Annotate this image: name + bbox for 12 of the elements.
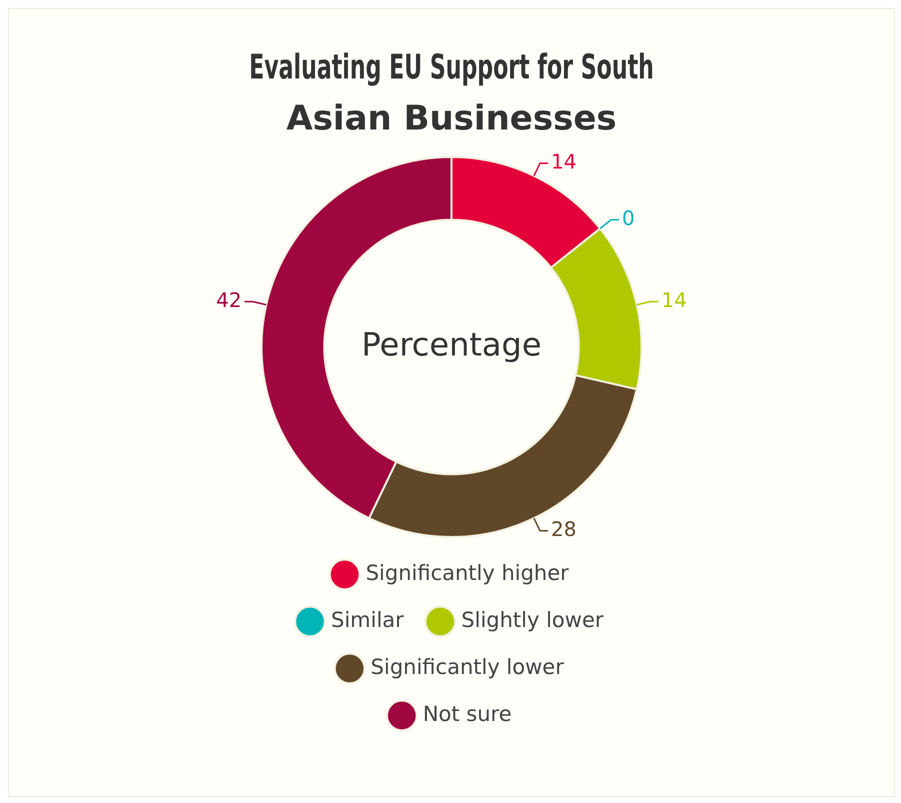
data-label: 14 bbox=[661, 288, 687, 312]
data-label: 14 bbox=[551, 149, 576, 174]
text: Percentage bbox=[361, 325, 542, 364]
chart-title: Evaluating EU Support for South Asian Businesses bbox=[249, 46, 654, 138]
data-label: 42 bbox=[216, 288, 242, 312]
legend-label: Significantly lower bbox=[370, 654, 564, 679]
data-label: 28 bbox=[551, 517, 576, 541]
text: 0 bbox=[622, 206, 635, 230]
legend-label: Slightly lower bbox=[461, 608, 604, 632]
legend-label: Similar bbox=[330, 608, 404, 632]
legend-label: Not sure bbox=[422, 702, 512, 726]
legend-label: Significantly higher bbox=[366, 560, 570, 585]
